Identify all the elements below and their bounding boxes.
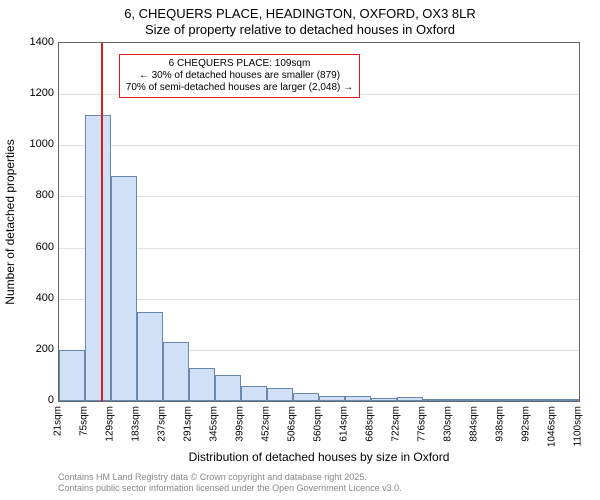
x-tick-label: 345sqm bbox=[209, 406, 220, 442]
plot-region: 6 CHEQUERS PLACE: 109sqm← 30% of detache… bbox=[58, 42, 580, 402]
y-tick-label: 600 bbox=[36, 241, 54, 253]
y-axis-label: Number of detached properties bbox=[3, 139, 17, 304]
x-tick-label: 992sqm bbox=[521, 406, 532, 442]
x-tick-label: 452sqm bbox=[261, 406, 272, 442]
y-tick-label: 200 bbox=[36, 343, 54, 355]
annotation-line-3: 70% of semi-detached houses are larger (… bbox=[126, 82, 353, 94]
x-tick-label: 291sqm bbox=[183, 406, 194, 442]
gridline bbox=[59, 248, 579, 249]
footer-line-1: Contains HM Land Registry data © Crown c… bbox=[58, 472, 402, 483]
histogram-bar bbox=[267, 388, 293, 401]
y-tick-label: 1400 bbox=[30, 36, 54, 48]
annotation-line-1: 6 CHEQUERS PLACE: 109sqm bbox=[126, 58, 353, 70]
histogram-bar bbox=[59, 350, 85, 401]
histogram-bar bbox=[501, 399, 527, 401]
x-tick-label: 399sqm bbox=[235, 406, 246, 442]
property-marker-line bbox=[101, 43, 103, 401]
chart-container: 6, CHEQUERS PLACE, HEADINGTON, OXFORD, O… bbox=[0, 0, 600, 500]
histogram-bar bbox=[345, 396, 371, 401]
x-tick-label: 237sqm bbox=[157, 406, 168, 442]
x-tick-label: 183sqm bbox=[131, 406, 142, 442]
x-tick-label: 506sqm bbox=[287, 406, 298, 442]
x-tick-label: 668sqm bbox=[365, 406, 376, 442]
histogram-bar bbox=[319, 396, 345, 401]
chart-title-subtitle: Size of property relative to detached ho… bbox=[0, 22, 600, 42]
x-tick-label: 722sqm bbox=[391, 406, 402, 442]
histogram-bar bbox=[449, 399, 475, 401]
annotation-line-2: ← 30% of detached houses are smaller (87… bbox=[126, 70, 353, 82]
y-tick-label: 1000 bbox=[30, 138, 54, 150]
histogram-bar bbox=[111, 176, 137, 401]
annotation-box: 6 CHEQUERS PLACE: 109sqm← 30% of detache… bbox=[119, 54, 360, 98]
histogram-bar bbox=[241, 386, 267, 401]
y-tick-label: 400 bbox=[36, 292, 54, 304]
x-tick-label: 938sqm bbox=[495, 406, 506, 442]
x-tick-label: 560sqm bbox=[313, 406, 324, 442]
histogram-bar bbox=[293, 393, 319, 401]
chart-title-address: 6, CHEQUERS PLACE, HEADINGTON, OXFORD, O… bbox=[0, 0, 600, 22]
y-tick-label: 800 bbox=[36, 189, 54, 201]
x-tick-label: 614sqm bbox=[339, 406, 350, 442]
histogram-bar bbox=[475, 399, 501, 401]
y-tick-label: 1200 bbox=[30, 87, 54, 99]
x-tick-label: 884sqm bbox=[469, 406, 480, 442]
histogram-bar bbox=[371, 398, 397, 401]
y-tick-label: 0 bbox=[48, 394, 54, 406]
histogram-bar bbox=[423, 399, 449, 401]
gridline bbox=[59, 299, 579, 300]
x-tick-label: 1046sqm bbox=[547, 406, 558, 447]
footer-line-2: Contains public sector information licen… bbox=[58, 483, 402, 494]
histogram-bar bbox=[189, 368, 215, 401]
x-tick-label: 1100sqm bbox=[573, 406, 584, 446]
histogram-bar bbox=[527, 399, 553, 401]
x-tick-label: 129sqm bbox=[105, 406, 116, 442]
histogram-bar bbox=[137, 312, 163, 402]
x-tick-label: 75sqm bbox=[79, 406, 90, 436]
x-tick-label: 830sqm bbox=[443, 406, 454, 442]
footer-attribution: Contains HM Land Registry data © Crown c… bbox=[58, 472, 402, 494]
histogram-bar bbox=[85, 115, 111, 401]
gridline bbox=[59, 145, 579, 146]
x-axis-label: Distribution of detached houses by size … bbox=[189, 450, 450, 464]
gridline bbox=[59, 196, 579, 197]
histogram-bar bbox=[397, 397, 423, 401]
histogram-bar bbox=[215, 375, 241, 401]
histogram-bar bbox=[163, 342, 189, 401]
chart-area: Number of detached properties 6 CHEQUERS… bbox=[58, 42, 580, 402]
histogram-bar bbox=[553, 399, 579, 401]
x-tick-label: 21sqm bbox=[53, 406, 64, 436]
x-tick-label: 776sqm bbox=[417, 406, 428, 442]
